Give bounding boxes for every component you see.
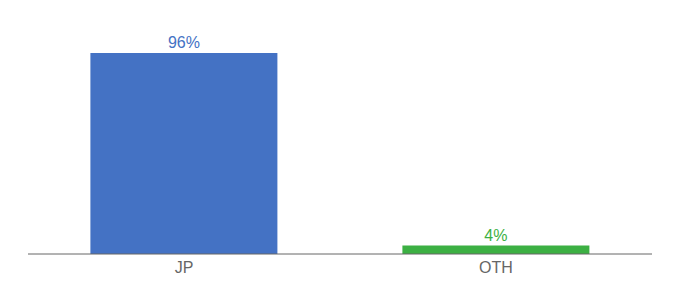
svg-text:OTH: OTH <box>479 259 513 276</box>
svg-text:4%: 4% <box>484 227 507 244</box>
svg-text:JP: JP <box>175 259 194 276</box>
svg-text:96%: 96% <box>168 34 200 51</box>
